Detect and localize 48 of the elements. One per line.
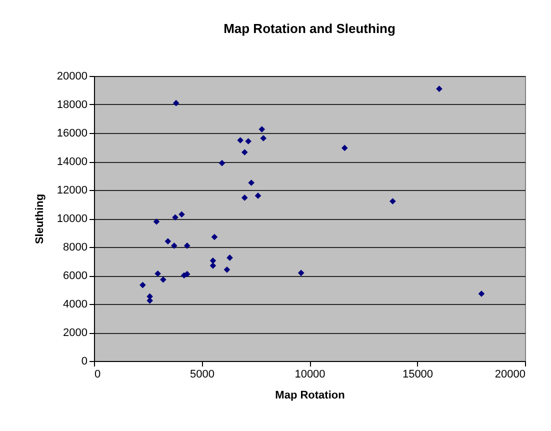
point [154,270,161,277]
point [241,149,248,156]
point [341,144,348,152]
y-tick-label: 12000 [56,184,88,196]
x-tick-label: 15000 [402,368,434,380]
y-tick-label: 20000 [56,70,88,82]
point [298,270,304,276]
point [164,238,172,244]
point [260,135,267,142]
point [210,262,216,269]
point [178,211,185,218]
chart-title: Map Rotation and Sleuthing [224,21,396,36]
point [245,138,252,144]
point [184,242,190,249]
point [172,100,180,106]
point [436,86,442,92]
y-tick-label: 2000 [63,327,88,339]
y-tick-label: 6000 [63,270,88,282]
y-tick-label: 4000 [63,298,88,310]
y-tick-label: 10000 [56,213,88,225]
x-tick-label: 10000 [294,368,326,380]
point [153,218,160,225]
point [172,214,178,221]
y-tick-label: 0 [81,356,88,368]
y-axis-title: Sleuthing [34,194,46,244]
point [258,126,266,132]
point [390,198,396,204]
point [478,290,485,297]
point [224,266,230,273]
y-tick-label: 16000 [56,128,88,140]
x-tick-label: 5000 [190,368,214,380]
y-tick-label: 18000 [56,99,88,111]
y-tick-label: 8000 [63,242,88,254]
point [237,137,244,144]
point [171,242,178,249]
x-axis-title: Map Rotation [275,390,346,402]
point [248,180,254,186]
x-tick-label: 20000 [494,368,526,380]
x-tick-label: 0 [94,368,101,380]
point [254,192,262,199]
point [218,160,226,166]
point [226,254,233,261]
point [211,234,218,240]
point [210,258,216,264]
point [241,194,248,201]
y-tick-label: 14000 [56,156,88,168]
point [160,276,166,283]
point [140,282,146,288]
